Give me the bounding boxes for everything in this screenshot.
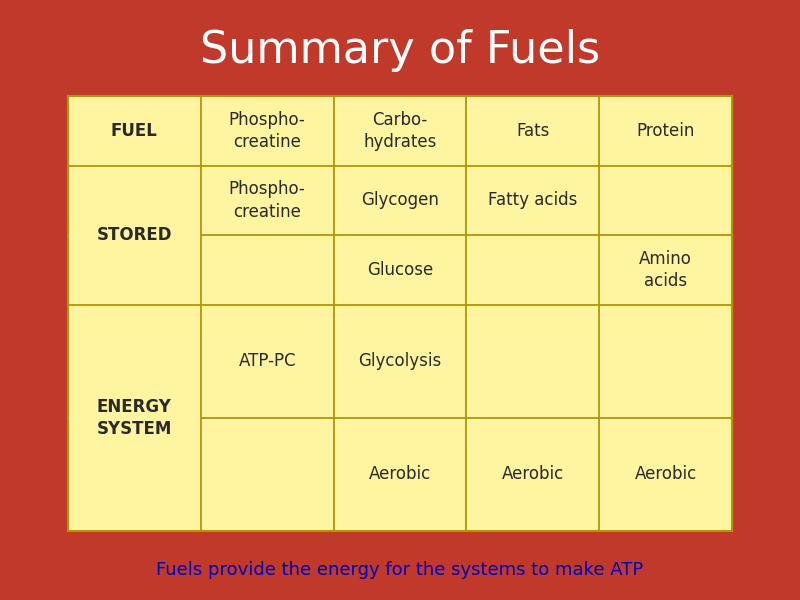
Text: Amino
acids: Amino acids <box>639 250 692 290</box>
Text: Protein: Protein <box>637 122 694 140</box>
Text: Glucose: Glucose <box>367 261 433 279</box>
Text: ATP-PC: ATP-PC <box>238 352 296 370</box>
Text: Fuels provide the energy for the systems to make ATP: Fuels provide the energy for the systems… <box>156 561 644 579</box>
Text: Phospho-
creatine: Phospho- creatine <box>229 180 306 221</box>
Text: ENERGY
SYSTEM: ENERGY SYSTEM <box>97 398 172 438</box>
Text: Aerobic: Aerobic <box>502 466 564 484</box>
Text: Fatty acids: Fatty acids <box>488 191 578 209</box>
Text: STORED: STORED <box>97 226 172 244</box>
Text: Aerobic: Aerobic <box>634 466 697 484</box>
Bar <box>68 96 732 531</box>
Text: Carbo-
hydrates: Carbo- hydrates <box>363 110 437 151</box>
Text: Aerobic: Aerobic <box>369 466 431 484</box>
Text: Phospho-
creatine: Phospho- creatine <box>229 110 306 151</box>
Text: Glycogen: Glycogen <box>361 191 439 209</box>
Text: Glycolysis: Glycolysis <box>358 352 442 370</box>
Text: Summary of Fuels: Summary of Fuels <box>200 29 600 73</box>
Text: Fats: Fats <box>516 122 550 140</box>
Text: FUEL: FUEL <box>111 122 158 140</box>
